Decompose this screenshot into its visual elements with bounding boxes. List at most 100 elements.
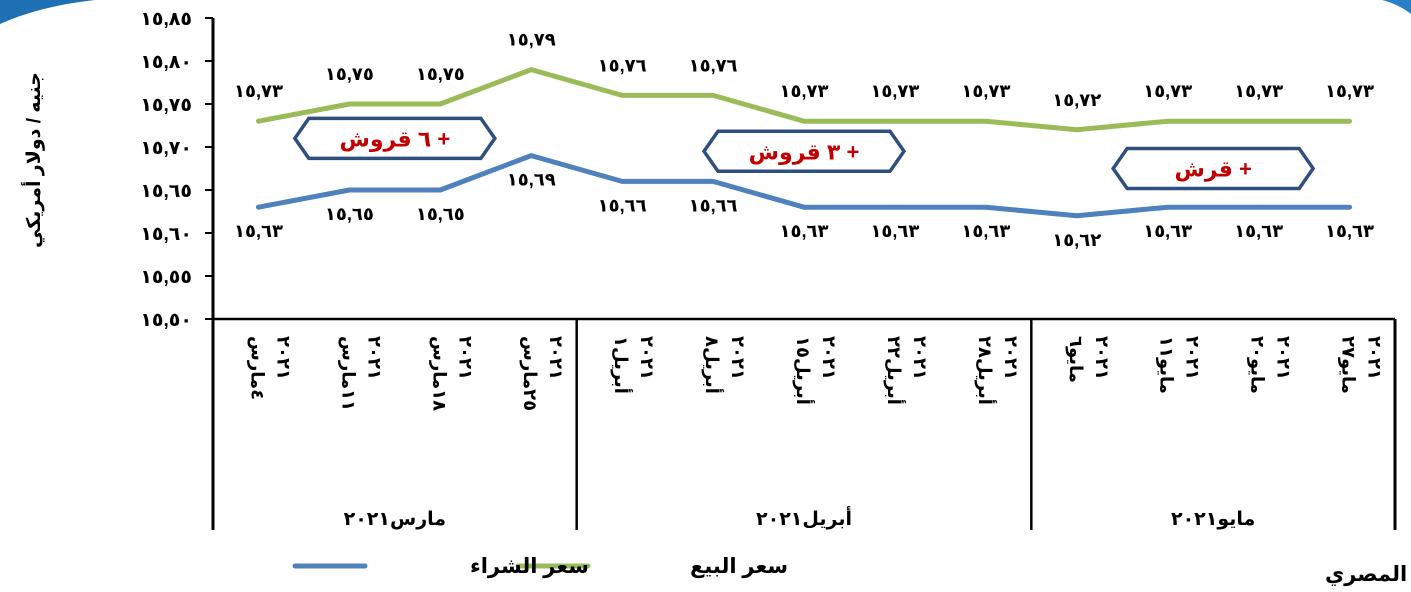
annotation-box	[1111, 146, 1316, 191]
y-tick-label: ١٥,٥٠	[140, 310, 192, 331]
legend-label: سعر البيع	[690, 555, 788, 578]
annotation-text: + ٣ قروش	[749, 139, 860, 165]
x-tick-label: مايو٢٧ ٢٠٢١	[1338, 336, 1385, 394]
x-tick-year: ٢٠٢١	[910, 336, 930, 380]
x-tick-label: ٢٥مارس ٢٠٢١	[520, 336, 566, 411]
x-tick-day: ١١مارس	[338, 336, 358, 411]
y-tick-label: ١٥,٨٠	[140, 52, 192, 73]
x-tick-day: ٤مارس	[247, 336, 267, 400]
annotation-box	[292, 116, 497, 161]
data-point	[1257, 119, 1261, 123]
data-point	[438, 102, 442, 106]
x-tick-label: أبريل٢٢٢٠٢١	[883, 336, 930, 405]
data-label: ١٥,٦٥	[416, 204, 465, 224]
data-label: ١٥,٧٢	[1052, 90, 1101, 110]
y-tick-label: ١٥,٦٠	[140, 224, 192, 245]
annotations: + ٦ قروش + ٣ قروش + قرش	[292, 116, 1316, 191]
y-axis-title: جنيه / دولار أمريكي	[21, 72, 45, 248]
y-tick-label: ١٥,٧٠	[140, 138, 192, 159]
x-tick-label: ٤مارس ٢٠٢١	[247, 336, 293, 400]
x-tick-day: أبريل١٥	[792, 336, 815, 405]
legend-label: سعر الشراء	[470, 555, 589, 578]
x-tick-label: ١٨مارس ٢٠٢١	[429, 336, 475, 411]
x-tick-label: مايو٦ ٢٠٢١	[1065, 336, 1112, 383]
data-point	[1348, 119, 1352, 123]
data-label: ١٥,٦٩	[507, 170, 556, 190]
x-tick-day: أبريل٢٨	[974, 336, 997, 405]
x-tick-year: ٢٠٢١	[273, 336, 293, 380]
x-tick-day: أبريل٨	[701, 336, 724, 394]
data-point	[256, 119, 260, 123]
month-group-label: أبريل٢٠٢١	[756, 506, 852, 530]
data-label: ١٥,٧٣	[780, 81, 829, 101]
x-tick-year: ٢٠٢١	[546, 336, 566, 380]
x-tick-day: أبريل١	[610, 336, 633, 394]
x-tick-label: مايو٢٠ ٢٠٢١	[1247, 336, 1294, 394]
x-tick-year: ٢٠٢١	[1183, 336, 1203, 380]
x-tick-year: ٢٠٢١	[1365, 336, 1385, 380]
data-label: ١٥,٦٣	[961, 221, 1010, 241]
legend: سعر البيع سعر الشراء	[292, 555, 788, 578]
annotation-text: + ٦ قروش	[340, 126, 451, 152]
y-axis: ١٥,٥٠ ١٥,٥٥ ١٥,٦٠ ١٥,٦٥ ١٥,٧٠ ١٥,٧٥ ١٥,٨٠ ١٥,٨٥	[140, 9, 215, 530]
x-tick-day: مايو٢٠	[1247, 336, 1268, 394]
data-label: ١٥,٧٦	[598, 55, 647, 75]
data-label: ١٥,٧٣	[1143, 81, 1192, 101]
data-label: ١٥,٦٣	[870, 221, 919, 241]
data-label: ١٥,٦٦	[689, 195, 738, 215]
data-label: ١٥,٦٢	[1052, 230, 1101, 250]
data-label: ١٥,٧٥	[416, 64, 465, 84]
data-point	[1348, 205, 1352, 209]
data-point	[256, 205, 260, 209]
data-point	[347, 102, 351, 106]
corner-decoration-left	[0, 0, 95, 24]
data-point	[984, 119, 988, 123]
data-point	[347, 188, 351, 192]
data-point	[1166, 205, 1170, 209]
y-tick-label: ١٥,٧٥	[140, 95, 192, 116]
x-tick-day: مايو١١	[1156, 336, 1177, 394]
data-label: ١٥,٧٣	[961, 81, 1010, 101]
x-tick-year: ٢٠٢١	[364, 336, 384, 380]
y-tick-label: ١٥,٨٥	[140, 9, 192, 30]
x-tick-label: أبريل١ ٢٠٢١	[610, 336, 657, 394]
annotation-box	[701, 129, 907, 174]
x-tick-year: ٢٠٢١	[1001, 336, 1021, 380]
data-label: ١٥,٦٣	[234, 221, 283, 241]
source-note: المصدر : البنك المركزي المصري	[1325, 563, 1411, 587]
x-tick-day: ١٨مارس	[429, 336, 449, 411]
data-label: ١٥,٧٣	[1325, 81, 1374, 101]
data-point	[529, 154, 533, 158]
data-point	[802, 119, 806, 123]
x-tick-label: مايو١١ ٢٠٢١	[1156, 336, 1203, 394]
x-tick-label: ١١مارس ٢٠٢١	[338, 336, 384, 411]
data-point	[438, 188, 442, 192]
data-point	[711, 93, 715, 97]
x-tick-year: ٢٠٢١	[728, 336, 748, 380]
x-tick-year: ٢٠٢١	[637, 336, 657, 380]
data-label: ١٥,٦٣	[1143, 221, 1192, 241]
data-label: ١٥,٦٣	[1325, 221, 1374, 241]
data-label: ١٥,٧٣	[1234, 81, 1283, 101]
data-point	[1075, 214, 1079, 218]
data-point	[1257, 205, 1261, 209]
x-tick-year: ٢٠٢١	[455, 336, 475, 380]
data-point	[802, 205, 806, 209]
data-label: ١٥,٧٦	[689, 55, 738, 75]
month-group-label: مارس٢٠٢١	[344, 509, 446, 530]
data-label: ١٥,٦٣	[780, 221, 829, 241]
x-tick-label: أبريل٨ ٢٠٢١	[701, 336, 748, 394]
x-tick-label: أبريل١٥٢٠٢١	[792, 336, 839, 405]
data-label: ١٥,٦٦	[598, 195, 647, 215]
data-label: ١٥,٧٣	[870, 81, 919, 101]
x-tick-label: أبريل٢٨٢٠٢١	[974, 336, 1021, 405]
data-label: ١٥,٧٩	[507, 30, 556, 50]
data-point	[620, 179, 624, 183]
corner-decoration-right	[1382, 0, 1411, 14]
x-tick-day: مايو٢٧	[1338, 336, 1359, 394]
annotation-text: + قرش	[1174, 157, 1251, 183]
data-label: ١٥,٧٣	[234, 81, 283, 101]
data-point	[711, 179, 715, 183]
